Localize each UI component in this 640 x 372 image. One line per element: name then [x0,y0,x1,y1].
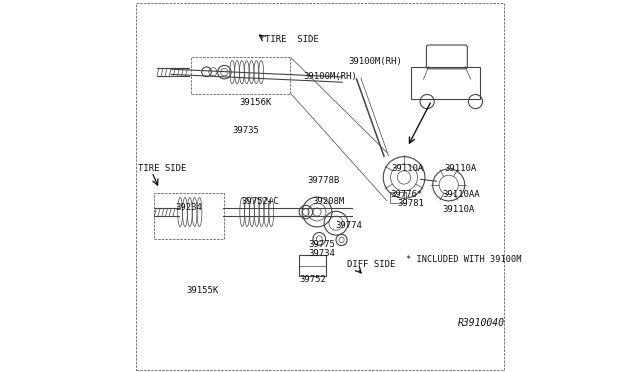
Bar [411,67,480,99]
Bar [154,193,223,239]
Bar [390,192,406,203]
Text: 39781: 39781 [397,199,424,208]
Text: 39156K: 39156K [239,98,271,107]
Text: 39155K: 39155K [187,286,219,295]
Text: 39208M: 39208M [312,197,345,206]
Bar [191,57,291,94]
Text: 39752: 39752 [300,275,326,284]
Text: 39110AA: 39110AA [442,190,479,199]
Text: 39100M(RH): 39100M(RH) [303,72,357,81]
Text: 39734: 39734 [308,249,335,258]
Text: 39110A: 39110A [444,164,476,173]
Text: 39752+C: 39752+C [241,197,279,206]
Text: 39735: 39735 [232,126,259,135]
Text: R3910040: R3910040 [458,318,506,328]
Text: * INCLUDED WITH 39100M: * INCLUDED WITH 39100M [406,255,522,264]
Text: TIRE  SIDE: TIRE SIDE [265,35,319,44]
Text: TIRE SIDE: TIRE SIDE [138,164,186,173]
Text: 39774: 39774 [335,221,362,230]
Text: 39110A: 39110A [442,205,474,214]
Text: 39776*: 39776* [390,190,423,199]
Bar [299,255,326,276]
Text: 39100M(RH): 39100M(RH) [348,57,402,66]
Text: 39778B: 39778B [307,176,339,185]
Text: 39775: 39775 [308,240,335,249]
Text: 39110A: 39110A [392,164,424,173]
Text: DIFF SIDE: DIFF SIDE [347,260,395,269]
Text: 39234: 39234 [175,203,202,212]
